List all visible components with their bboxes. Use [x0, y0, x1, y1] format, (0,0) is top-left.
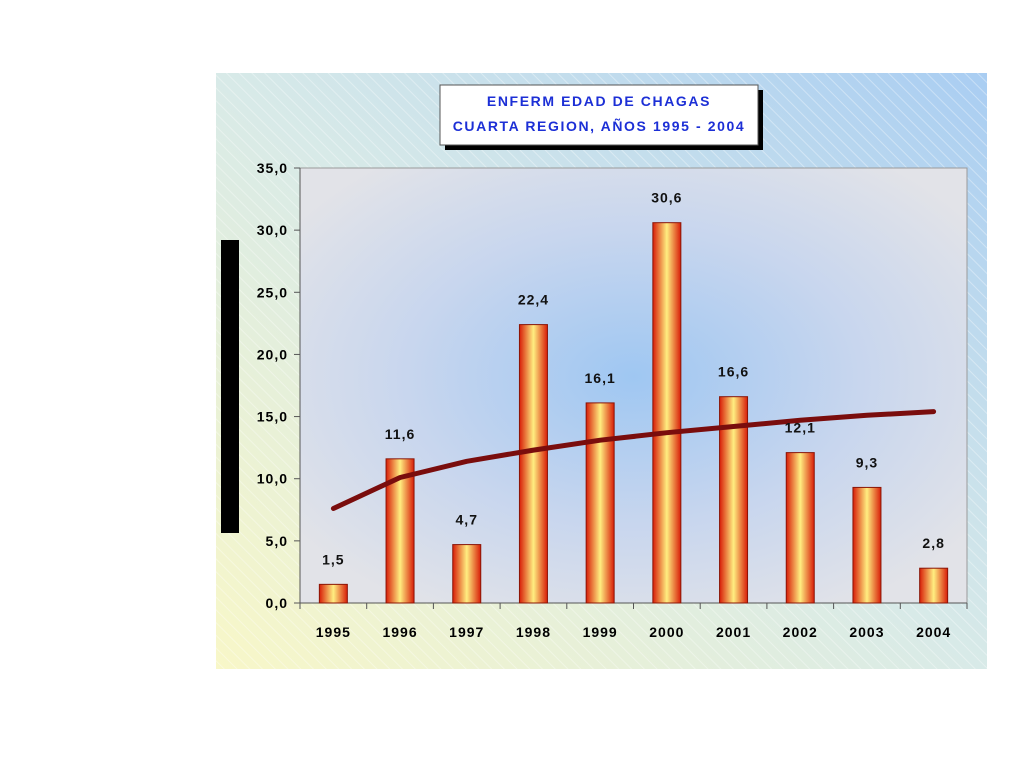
bar-2001: [719, 396, 749, 604]
x-tick-label: 1999: [583, 624, 618, 640]
chart-title-line-2: CUARTA REGION, AÑOS 1995 - 2004: [453, 117, 746, 134]
data-label-2003: 9,3: [856, 454, 878, 470]
data-label-1997: 4,7: [456, 512, 478, 528]
y-tick-label: 5,0: [266, 533, 288, 549]
bar-1995: [318, 583, 348, 604]
title-box: [439, 84, 759, 146]
x-tick-label: 2002: [783, 624, 818, 640]
chart-title-line-1: ENFERM EDAD DE CHAGAS: [487, 93, 711, 109]
bar-2004: [919, 567, 949, 604]
x-tick-label: 1997: [449, 624, 484, 640]
y-tick-label: 30,0: [257, 222, 288, 238]
y-tick-label: 35,0: [257, 160, 288, 176]
x-tick-label: 1998: [516, 624, 551, 640]
data-label-2001: 16,6: [718, 364, 749, 380]
data-label-2002: 12,1: [785, 420, 816, 436]
data-label-2000: 30,6: [651, 190, 682, 206]
x-tick-label: 2001: [716, 624, 751, 640]
bar-2003: [852, 486, 882, 604]
y-tick-label: 20,0: [257, 346, 288, 362]
data-label-1995: 1,5: [322, 551, 344, 567]
x-tick-label: 2004: [916, 624, 951, 640]
data-label-1996: 11,6: [385, 426, 415, 442]
trendline: [330, 409, 937, 511]
trendline-group: [330, 409, 937, 511]
x-tick-label: 2000: [649, 624, 684, 640]
side-marker: [221, 240, 239, 533]
y-tick-label: 0,0: [266, 595, 288, 611]
bar-1999: [585, 402, 615, 604]
x-tick-label: 1996: [382, 624, 417, 640]
y-tick-label: 25,0: [257, 284, 288, 300]
data-label-1998: 22,4: [518, 292, 549, 308]
data-label-2004: 2,8: [922, 535, 944, 551]
bar-2002: [785, 452, 815, 604]
x-tick-label: 2003: [849, 624, 884, 640]
data-label-1999: 16,1: [585, 370, 616, 386]
bar-1997: [452, 544, 482, 604]
y-tick-label: 10,0: [257, 471, 288, 487]
y-axis: 0,0 5,0 10,0 15,0 20,0 25,0 30,0 35,0: [257, 160, 301, 611]
bar-series: [318, 222, 949, 604]
data-labels: 1,5 11,6 4,7 22,4 16,1 30,6 16,6 12,1 9,3 2,8: [322, 190, 944, 568]
bar-1998: [518, 324, 548, 604]
bar-2000: [652, 222, 682, 604]
y-tick-label: 15,0: [257, 409, 288, 425]
x-tick-label: 1995: [316, 624, 351, 640]
